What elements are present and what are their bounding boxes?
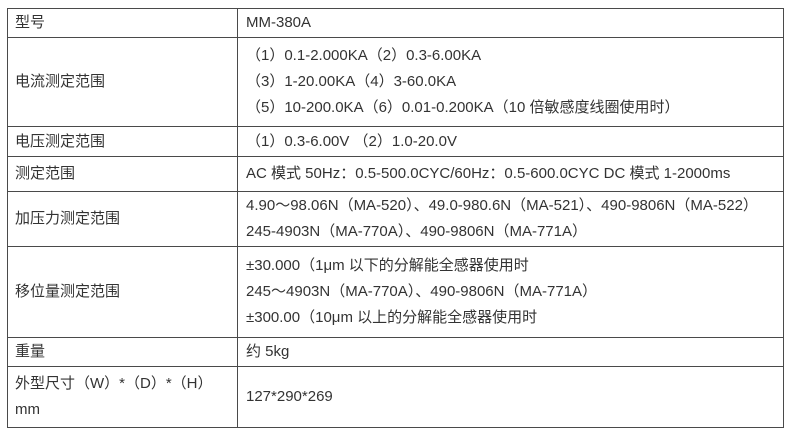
table-row: 型号 MM-380A	[7, 8, 784, 38]
table-row: 电压测定范围 （1）0.3-6.00V （2）1.0-20.0V	[7, 126, 784, 157]
spec-value-displacement-range: ±30.000（1μm 以下的分解能全感器使用时 245～4903N（MA-77…	[237, 246, 784, 338]
spec-value-weight: 约 5kg	[237, 337, 784, 367]
spec-label-weight: 重量	[7, 337, 238, 367]
spec-label-voltage-range: 电压测定范围	[7, 126, 238, 157]
table-row: 测定范围 AC 模式 50Hz：0.5-500.0CYC/60Hz：0.5-60…	[7, 156, 784, 192]
table-row: 外型尺寸（W）*（D）*（H） mm 127*290*269	[7, 366, 784, 428]
spec-label-model: 型号	[7, 8, 238, 38]
table-row: 电流测定范围 （1）0.1-2.000KA（2）0.3-6.00KA （3）1-…	[7, 37, 784, 127]
spec-label-current-range: 电流测定范围	[7, 37, 238, 127]
spec-value-pressure-range: 4.90～98.06N（MA-520）、49.0-980.6N（MA-521）、…	[237, 191, 784, 247]
spec-value-dimensions: 127*290*269	[237, 366, 784, 428]
spec-value-measure-range: AC 模式 50Hz：0.5-500.0CYC/60Hz：0.5-600.0CY…	[237, 156, 784, 192]
spec-label-pressure-range: 加压力测定范围	[7, 191, 238, 247]
spec-label-dimensions: 外型尺寸（W）*（D）*（H） mm	[7, 366, 238, 428]
spec-table: 型号 MM-380A 电流测定范围 （1）0.1-2.000KA（2）0.3-6…	[7, 8, 784, 428]
spec-value-voltage-range: （1）0.3-6.00V （2）1.0-20.0V	[237, 126, 784, 157]
spec-label-displacement-range: 移位量测定范围	[7, 246, 238, 338]
spec-value-model: MM-380A	[237, 8, 784, 38]
table-row: 移位量测定范围 ±30.000（1μm 以下的分解能全感器使用时 245～490…	[7, 246, 784, 338]
table-row: 加压力测定范围 4.90～98.06N（MA-520）、49.0-980.6N（…	[7, 191, 784, 247]
table-row: 重量 约 5kg	[7, 337, 784, 367]
spec-label-measure-range: 测定范围	[7, 156, 238, 192]
spec-value-current-range: （1）0.1-2.000KA（2）0.3-6.00KA （3）1-20.00KA…	[237, 37, 784, 127]
